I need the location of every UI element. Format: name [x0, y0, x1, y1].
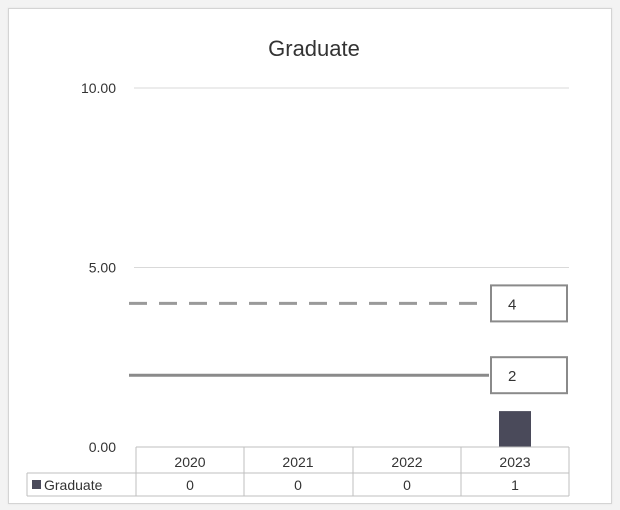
table-value: 0 [186, 477, 194, 493]
legend-key [32, 480, 41, 489]
data-table: 2020 0 2021 0 2022 0 2023 1 Graduate [26, 446, 570, 497]
bars [499, 411, 531, 447]
reference-label: 4 [508, 296, 516, 313]
y-axis-ticks: 0.00 5.00 10.00 [81, 80, 116, 455]
reference-lines: 42 [129, 284, 568, 395]
table-value: 0 [403, 477, 411, 493]
reference-label: 2 [508, 368, 516, 385]
x-tick-label: 2020 [174, 454, 205, 470]
x-tick-label: 2022 [391, 454, 422, 470]
y-tick-label: 5.00 [89, 260, 116, 276]
bar-2023 [499, 411, 531, 447]
grid-layer [134, 87, 569, 268]
reference-label-box [490, 356, 568, 395]
table-value: 0 [294, 477, 302, 493]
chart-title: Graduate [268, 36, 360, 61]
table-value: 1 [511, 477, 519, 493]
legend-label: Graduate [44, 477, 103, 493]
x-tick-label: 2021 [282, 454, 313, 470]
y-tick-label: 0.00 [89, 439, 116, 455]
y-tick-label: 10.00 [81, 80, 116, 96]
reference-label-box [490, 284, 568, 323]
chart-svg: Graduate 42 20200202102022020231Graduate… [26, 36, 570, 497]
x-tick-label: 2023 [499, 454, 530, 470]
